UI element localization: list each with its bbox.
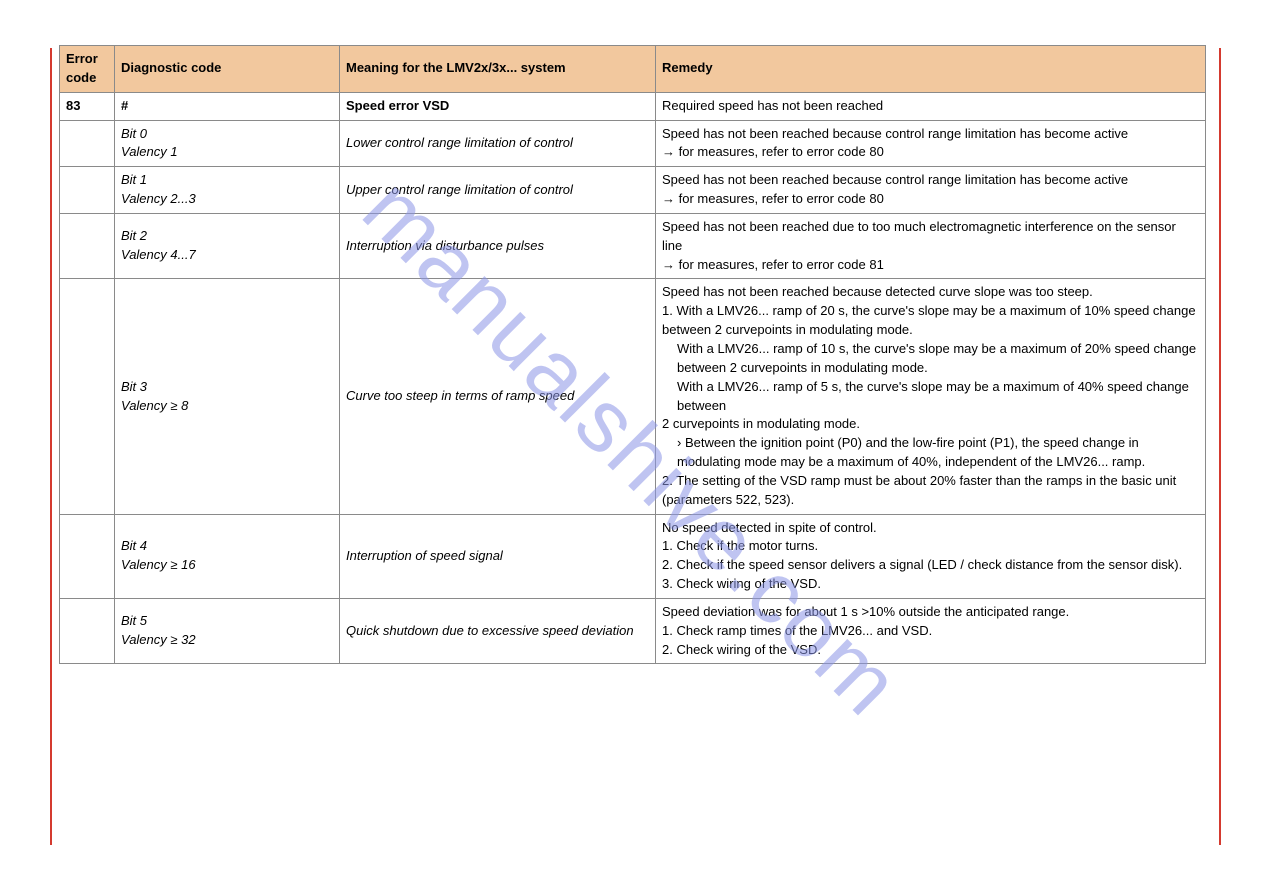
remedy-line: 3. Check wiring of the VSD.: [662, 575, 1199, 594]
cell-meaning: Upper control range limitation of contro…: [340, 167, 656, 214]
cell-meaning: Interruption via disturbance pulses: [340, 213, 656, 279]
table-row: Bit 5Valency ≥ 32Quick shutdown due to e…: [60, 598, 1206, 664]
remedy-line: No speed detected in spite of control.: [662, 519, 1199, 538]
remedy-line: 1. With a LMV26... ramp of 20 s, the cur…: [662, 302, 1199, 340]
remedy-line: 2 curvepoints in modulating mode.: [662, 415, 1199, 434]
remedy-line: › Between the ignition point (P0) and th…: [662, 434, 1199, 472]
cell-remedy: Speed has not been reached because detec…: [656, 279, 1206, 514]
remedy-line: → for measures, refer to error code 80: [662, 190, 1199, 209]
table-header-row: Error code Diagnostic code Meaning for t…: [60, 46, 1206, 93]
remedy-line: Speed has not been reached because contr…: [662, 125, 1199, 144]
cell-diagnostic: #: [115, 92, 340, 120]
cell-error-code: 83: [60, 92, 115, 120]
remedy-line: Speed deviation was for about 1 s >10% o…: [662, 603, 1199, 622]
cell-remedy: Speed has not been reached due to too mu…: [656, 213, 1206, 279]
cell-remedy: Required speed has not been reached: [656, 92, 1206, 120]
cell-remedy: No speed detected in spite of control.1.…: [656, 514, 1206, 598]
table-header: Error code Diagnostic code Meaning for t…: [60, 46, 1206, 93]
cell-meaning: Curve too steep in terms of ramp speed: [340, 279, 656, 514]
remedy-line: With a LMV26... ramp of 10 s, the curve'…: [662, 340, 1199, 378]
cell-meaning: Speed error VSD: [340, 92, 656, 120]
cell-diagnostic: Bit 3Valency ≥ 8: [115, 279, 340, 514]
document-page: Error code Diagnostic code Meaning for t…: [0, 0, 1263, 893]
remedy-line: Speed has not been reached because contr…: [662, 171, 1199, 190]
cell-diagnostic: Bit 4Valency ≥ 16: [115, 514, 340, 598]
cell-error-code: [60, 514, 115, 598]
cell-error-code: [60, 279, 115, 514]
table-row: Bit 4Valency ≥ 16Interruption of speed s…: [60, 514, 1206, 598]
remedy-line: Speed has not been reached due to too mu…: [662, 218, 1199, 256]
th-meaning: Meaning for the LMV2x/3x... system: [340, 46, 656, 93]
remedy-line: With a LMV26... ramp of 5 s, the curve's…: [662, 378, 1199, 416]
remedy-line: Speed has not been reached because detec…: [662, 283, 1199, 302]
remedy-line: Required speed has not been reached: [662, 97, 1199, 116]
cell-meaning: Interruption of speed signal: [340, 514, 656, 598]
th-error-code: Error code: [60, 46, 115, 93]
remedy-line: 1. Check ramp times of the LMV26... and …: [662, 622, 1199, 641]
table-row: 83#Speed error VSD Required speed has not…: [60, 92, 1206, 120]
cell-error-code: [60, 167, 115, 214]
remedy-line: → for measures, refer to error code 80: [662, 143, 1199, 162]
cell-diagnostic: Bit 5Valency ≥ 32: [115, 598, 340, 664]
remedy-line: → for measures, refer to error code 81: [662, 256, 1199, 275]
cell-meaning: Quick shutdown due to excessive speed de…: [340, 598, 656, 664]
th-diagnostic: Diagnostic code: [115, 46, 340, 93]
table-row: Bit 0Valency 1Lower control range limita…: [60, 120, 1206, 167]
remedy-line: 2. Check wiring of the VSD.: [662, 641, 1199, 660]
cell-remedy: Speed has not been reached because contr…: [656, 167, 1206, 214]
table-row: Bit 1Valency 2...3Upper control range li…: [60, 167, 1206, 214]
cell-error-code: [60, 598, 115, 664]
table-body: 83#Speed error VSD Required speed has not…: [60, 92, 1206, 664]
cell-diagnostic: Bit 0Valency 1: [115, 120, 340, 167]
table-row: Bit 3Valency ≥ 8Curve too steep in terms…: [60, 279, 1206, 514]
error-code-table: Error code Diagnostic code Meaning for t…: [59, 45, 1206, 664]
cell-error-code: [60, 213, 115, 279]
remedy-line: 2. Check if the speed sensor delivers a …: [662, 556, 1199, 575]
right-margin-rule: [1219, 48, 1221, 845]
remedy-line: 2. The setting of the VSD ramp must be a…: [662, 472, 1199, 510]
cell-error-code: [60, 120, 115, 167]
th-remedy: Remedy: [656, 46, 1206, 93]
cell-diagnostic: Bit 2Valency 4...7: [115, 213, 340, 279]
left-margin-rule: [50, 48, 52, 845]
cell-remedy: Speed deviation was for about 1 s >10% o…: [656, 598, 1206, 664]
cell-meaning: Lower control range limitation of contro…: [340, 120, 656, 167]
table-row: Bit 2Valency 4...7Interruption via distu…: [60, 213, 1206, 279]
cell-remedy: Speed has not been reached because contr…: [656, 120, 1206, 167]
cell-diagnostic: Bit 1Valency 2...3: [115, 167, 340, 214]
remedy-line: 1. Check if the motor turns.: [662, 537, 1199, 556]
